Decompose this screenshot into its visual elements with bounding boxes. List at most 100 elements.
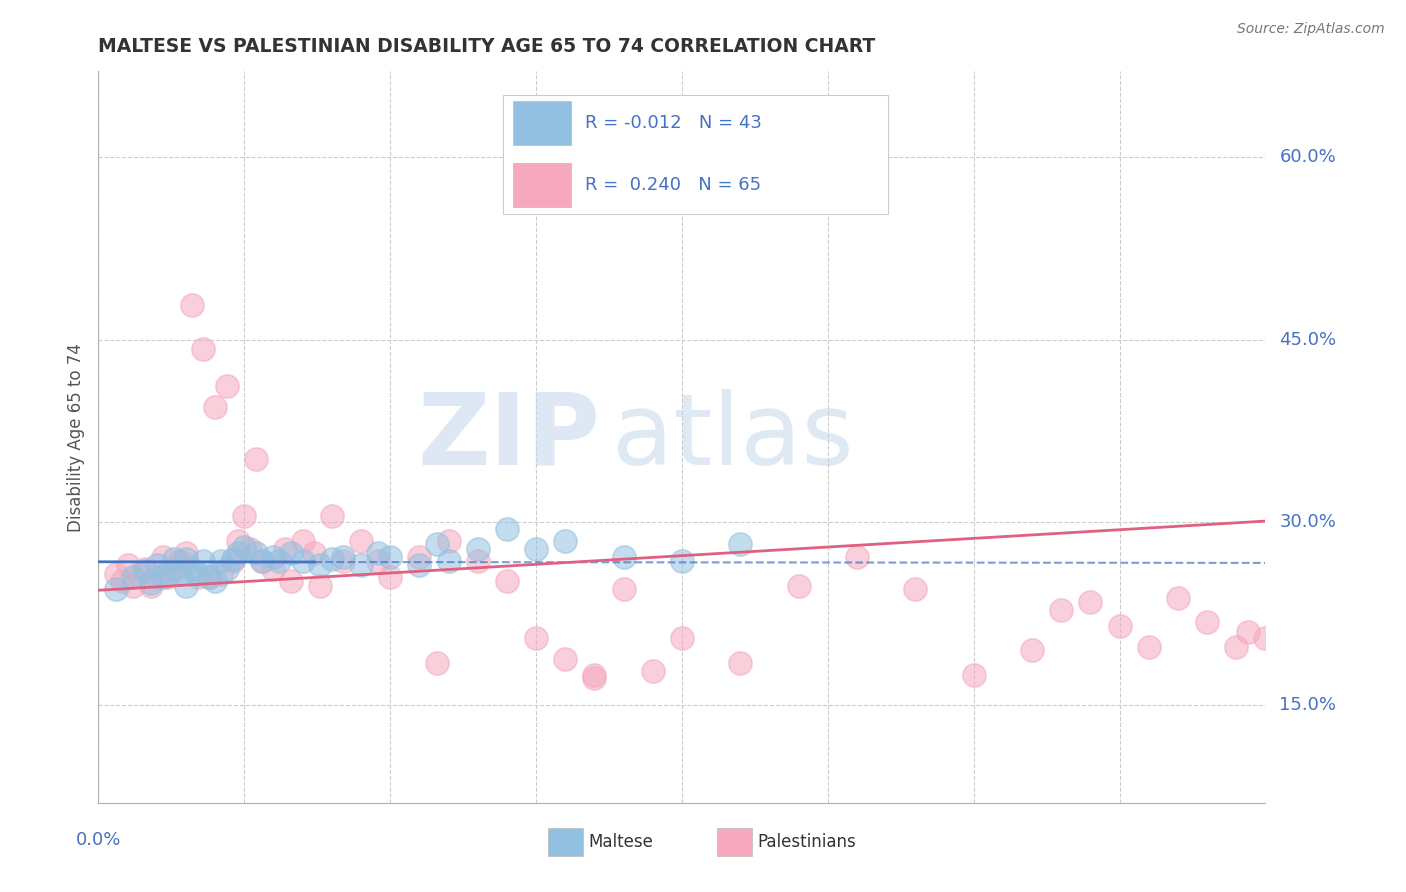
Y-axis label: Disability Age 65 to 74: Disability Age 65 to 74	[66, 343, 84, 532]
Point	[180, 562, 202, 576]
Point	[269, 554, 291, 568]
Point	[437, 554, 460, 568]
Text: Source: ZipAtlas.com: Source: ZipAtlas.com	[1237, 22, 1385, 37]
Point	[1137, 640, 1160, 654]
Point	[146, 558, 169, 573]
Point	[215, 562, 238, 576]
Point	[583, 667, 606, 682]
Point	[169, 554, 191, 568]
Point	[787, 579, 810, 593]
Point	[309, 579, 332, 593]
Point	[104, 566, 127, 581]
Text: MALTESE VS PALESTINIAN DISABILITY AGE 65 TO 74 CORRELATION CHART: MALTESE VS PALESTINIAN DISABILITY AGE 65…	[98, 37, 876, 56]
Point	[209, 566, 232, 581]
Point	[583, 672, 606, 686]
Point	[128, 566, 150, 581]
Point	[239, 542, 262, 557]
Point	[291, 533, 314, 548]
Point	[496, 521, 519, 535]
Point	[1225, 640, 1247, 654]
Text: 0.0%: 0.0%	[76, 830, 121, 848]
Point	[180, 298, 202, 312]
Point	[233, 509, 256, 524]
Point	[209, 554, 232, 568]
Point	[139, 579, 162, 593]
Point	[467, 554, 489, 568]
Point	[280, 574, 302, 588]
Point	[104, 582, 127, 597]
Point	[787, 140, 810, 154]
Text: 45.0%: 45.0%	[1279, 331, 1337, 349]
Point	[193, 343, 215, 357]
Point	[250, 554, 273, 568]
FancyBboxPatch shape	[717, 829, 752, 856]
Point	[139, 576, 162, 591]
Point	[274, 542, 297, 557]
Point	[233, 540, 256, 554]
Point	[152, 549, 174, 564]
Point	[524, 542, 547, 557]
Point	[134, 564, 156, 578]
Point	[730, 656, 752, 670]
FancyBboxPatch shape	[513, 163, 571, 207]
Point	[204, 400, 226, 414]
Point	[1254, 632, 1277, 646]
Text: 30.0%: 30.0%	[1279, 514, 1336, 532]
Point	[111, 574, 134, 588]
Point	[291, 554, 314, 568]
Point	[245, 546, 267, 560]
Point	[350, 558, 373, 573]
Point	[215, 379, 238, 393]
FancyBboxPatch shape	[513, 101, 571, 145]
Point	[146, 570, 169, 584]
Text: ZIP: ZIP	[418, 389, 600, 485]
Text: Palestinians: Palestinians	[758, 833, 856, 851]
Point	[641, 664, 664, 678]
Point	[496, 574, 519, 588]
Point	[426, 656, 449, 670]
Point	[1237, 625, 1260, 640]
Point	[221, 554, 243, 568]
Point	[426, 537, 449, 551]
FancyBboxPatch shape	[548, 829, 582, 856]
Point	[367, 554, 389, 568]
Point	[193, 554, 215, 568]
Point	[122, 579, 145, 593]
Point	[157, 570, 180, 584]
Text: atlas: atlas	[612, 389, 853, 485]
Point	[730, 537, 752, 551]
Point	[612, 549, 634, 564]
Point	[671, 632, 693, 646]
Point	[221, 552, 243, 566]
Point	[408, 558, 430, 573]
Point	[962, 667, 984, 682]
Point	[187, 570, 209, 584]
Point	[554, 533, 576, 548]
Point	[157, 564, 180, 578]
Point	[1021, 643, 1043, 657]
Point	[117, 558, 139, 573]
Point	[408, 549, 430, 564]
Text: Maltese: Maltese	[589, 833, 654, 851]
Point	[262, 549, 284, 564]
Point	[198, 570, 221, 584]
Point	[198, 570, 221, 584]
Point	[152, 570, 174, 584]
Point	[1195, 615, 1218, 630]
Point	[163, 562, 186, 576]
Point	[467, 542, 489, 557]
Point	[380, 549, 402, 564]
Text: 60.0%: 60.0%	[1279, 148, 1336, 166]
Point	[367, 546, 389, 560]
Point	[1080, 595, 1102, 609]
Point	[321, 509, 343, 524]
Point	[122, 570, 145, 584]
Text: R = -0.012   N = 43: R = -0.012 N = 43	[585, 113, 762, 131]
Text: R =  0.240   N = 65: R = 0.240 N = 65	[585, 176, 761, 194]
Point	[332, 554, 354, 568]
Point	[1167, 591, 1189, 605]
Point	[228, 533, 250, 548]
Text: 15.0%: 15.0%	[1279, 697, 1337, 714]
Point	[350, 533, 373, 548]
Point	[174, 552, 197, 566]
